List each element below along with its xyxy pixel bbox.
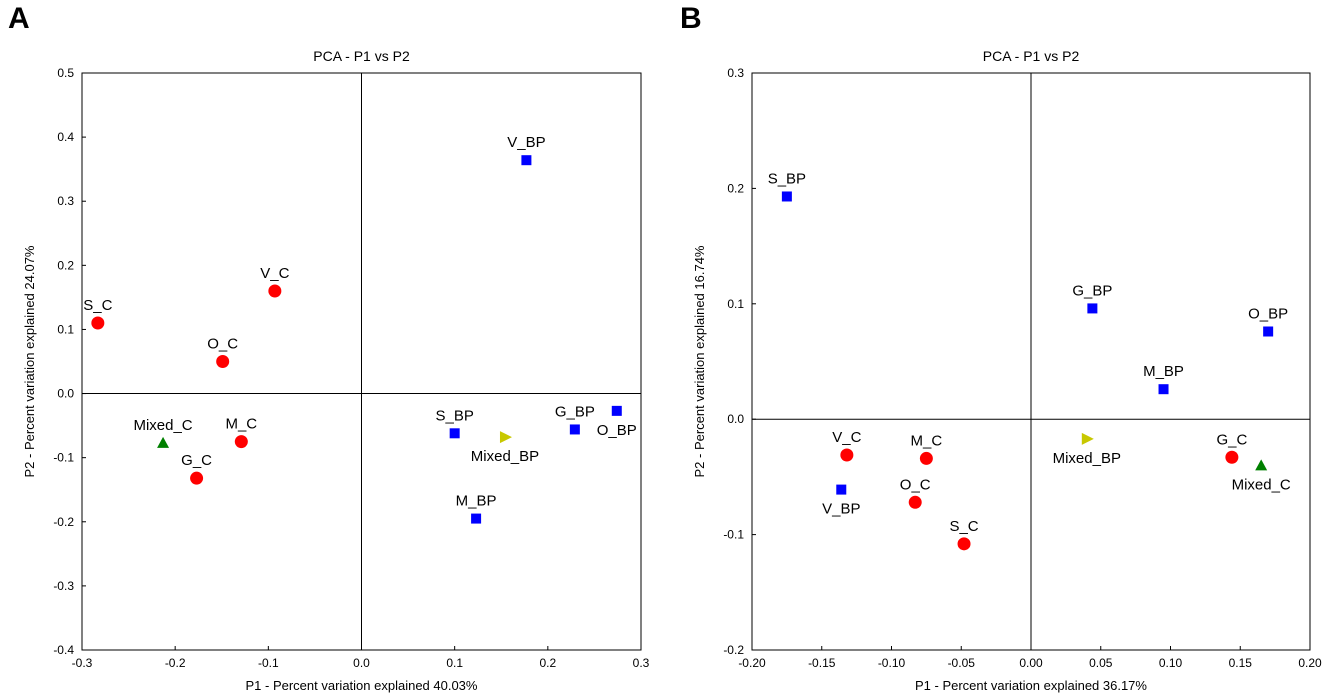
- y-tick-label: 0.1: [57, 322, 74, 336]
- data-point-mixed-c: [157, 437, 169, 448]
- y-tick-label: 0.1: [727, 297, 744, 311]
- data-point-m-c: [920, 452, 933, 465]
- x-tick-label: -0.3: [72, 656, 93, 670]
- y-tick-label: 0.2: [727, 181, 744, 195]
- data-point-v-c: [268, 284, 281, 297]
- data-point-m-bp: [1159, 384, 1169, 394]
- x-tick-label: -0.1: [258, 656, 279, 670]
- y-tick-label: 0.5: [57, 66, 74, 80]
- data-point-v-bp: [836, 485, 846, 495]
- x-tick-label: -0.20: [738, 656, 766, 670]
- data-label-v-c: V_C: [832, 429, 861, 446]
- data-label-s-bp: S_BP: [435, 407, 473, 424]
- pca-chart-a: -0.3 -0.2 -0.1 0.0 0.1 0.2 0.3-0.4-0.3-0.2-0.1…: [22, 48, 650, 693]
- y-tick-label: 0.0: [727, 412, 744, 426]
- data-point-g-c: [190, 472, 203, 485]
- data-label-o-bp: O_BP: [1248, 305, 1288, 322]
- data-label-v-c: V_C: [260, 265, 289, 282]
- data-label-s-c: S_C: [83, 297, 112, 314]
- data-label-o-c: O_C: [207, 336, 238, 353]
- data-point-mixed-bp: [500, 431, 512, 443]
- data-point-m-c: [235, 435, 248, 448]
- data-point-mixed-bp: [1082, 433, 1094, 445]
- data-label-o-c: O_C: [900, 476, 931, 493]
- data-label-mixed-c: Mixed_C: [133, 417, 192, 434]
- x-tick-label: 0.00: [1019, 656, 1043, 670]
- data-label-g-bp: G_BP: [555, 403, 595, 420]
- y-tick-label: -0.3: [53, 579, 74, 593]
- data-label-m-c: M_C: [225, 416, 257, 433]
- x-tick-label: 0.15: [1229, 656, 1253, 670]
- y-axis-label: P2 - Percent variation explained 16.74%: [692, 245, 707, 477]
- data-label-m-c: M_C: [911, 432, 943, 449]
- x-tick-label: 0.1: [446, 656, 463, 670]
- x-axis-label: P1 - Percent variation explained 36.17%: [915, 678, 1147, 693]
- y-tick-label: -0.4: [53, 643, 74, 657]
- data-label-mixed-bp: Mixed_BP: [471, 448, 539, 465]
- data-label-m-bp: M_BP: [1143, 363, 1184, 380]
- data-point-g-bp: [570, 424, 580, 434]
- data-point-o-bp: [1263, 326, 1273, 336]
- data-label-g-bp: G_BP: [1072, 282, 1112, 299]
- x-tick-label: 0.2: [539, 656, 556, 670]
- data-label-v-bp: V_BP: [822, 501, 860, 518]
- y-axis-label: P2 - Percent variation explained 24.07%: [22, 245, 37, 477]
- data-point-mixed-c: [1255, 459, 1267, 470]
- y-tick-label: -0.2: [53, 515, 74, 529]
- data-label-s-bp: S_BP: [768, 170, 806, 187]
- chart-title: PCA - P1 vs P2: [313, 48, 410, 64]
- x-tick-label: -0.2: [165, 656, 186, 670]
- data-point-s-c: [91, 317, 104, 330]
- y-tick-label: -0.2: [723, 643, 744, 657]
- data-point-m-bp: [471, 514, 481, 524]
- data-label-g-c: G_C: [181, 452, 212, 469]
- x-tick-label: 0.10: [1159, 656, 1183, 670]
- data-label-mixed-bp: Mixed_BP: [1053, 450, 1121, 467]
- data-point-v-bp: [521, 155, 531, 165]
- data-label-v-bp: V_BP: [507, 134, 545, 151]
- x-tick-label: 0.3: [633, 656, 650, 670]
- x-tick-label: -0.15: [808, 656, 836, 670]
- x-tick-label: -0.10: [878, 656, 906, 670]
- data-point-s-c: [958, 537, 971, 550]
- y-tick-label: 0.2: [57, 258, 74, 272]
- data-point-o-c: [216, 355, 229, 368]
- data-point-o-c: [909, 496, 922, 509]
- x-tick-label: -0.05: [948, 656, 976, 670]
- y-tick-label: -0.1: [53, 451, 74, 465]
- x-axis-label: P1 - Percent variation explained 40.03%: [246, 678, 478, 693]
- x-tick-label: 0.0: [353, 656, 370, 670]
- chart-title: PCA - P1 vs P2: [983, 48, 1080, 64]
- data-point-s-bp: [782, 191, 792, 201]
- y-tick-label: 0.0: [57, 387, 74, 401]
- data-point-s-bp: [450, 428, 460, 438]
- data-label-m-bp: M_BP: [456, 493, 497, 510]
- data-point-v-c: [840, 448, 853, 461]
- x-tick-label: 0.20: [1298, 656, 1322, 670]
- y-tick-label: 0.3: [57, 194, 74, 208]
- pca-chart-b: -0.20 -0.15 -0.10 -0.05 0.00 0.05 0.10 0.15 0.20…: [692, 48, 1322, 693]
- data-label-mixed-c: Mixed_C: [1232, 476, 1291, 493]
- data-label-g-c: G_C: [1216, 431, 1247, 448]
- y-tick-label: 0.3: [727, 66, 744, 80]
- data-point-g-c: [1225, 451, 1238, 464]
- data-point-o-bp: [612, 406, 622, 416]
- y-tick-label: 0.4: [57, 130, 74, 144]
- y-tick-label: -0.1: [723, 528, 744, 542]
- data-label-s-c: S_C: [949, 518, 978, 535]
- x-tick-label: 0.05: [1089, 656, 1113, 670]
- data-label-o-bp: O_BP: [597, 422, 637, 439]
- data-point-g-bp: [1087, 303, 1097, 313]
